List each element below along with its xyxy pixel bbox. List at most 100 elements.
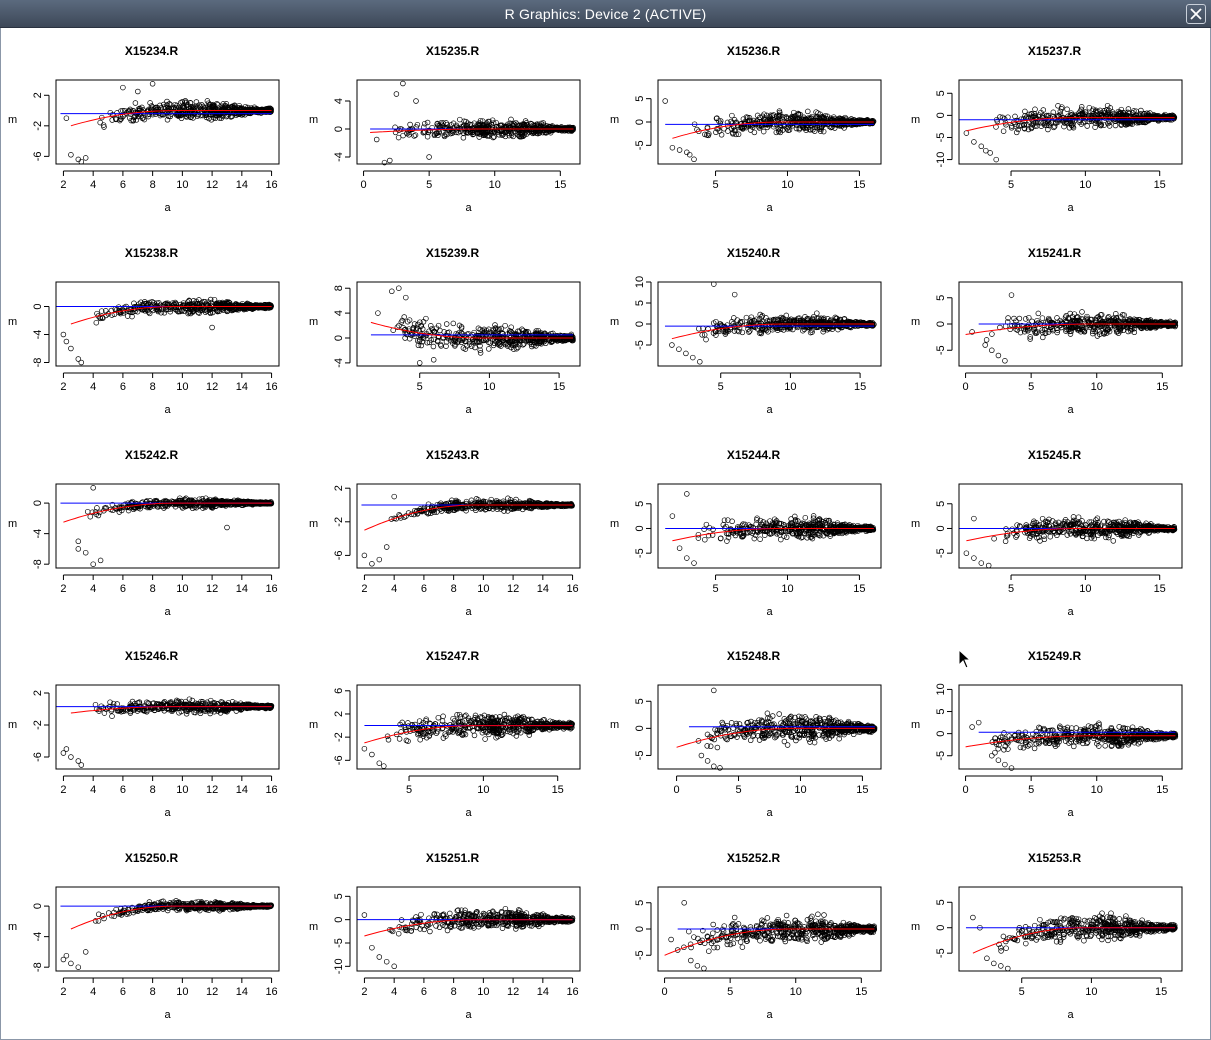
data-point [814, 310, 820, 316]
window-titlebar[interactable]: R Graphics: Device 2 (ACTIVE) [0, 0, 1211, 28]
data-point [515, 328, 521, 335]
data-point [1021, 122, 1028, 128]
outlier-point [731, 291, 738, 298]
data-point [1084, 123, 1090, 129]
data-point [1047, 326, 1053, 333]
data-point [491, 134, 497, 140]
data-point [484, 120, 490, 126]
data-point [206, 103, 213, 110]
data-point [805, 108, 811, 115]
y-axis: -8-40 [32, 303, 50, 367]
scatter-plot: 2 4 6 8 10 12 14 16-6-22 [333, 483, 581, 595]
data-point [769, 324, 776, 331]
data-point [1089, 108, 1096, 114]
data-point [1095, 108, 1101, 115]
data-point [538, 331, 544, 337]
outlier-point [90, 485, 96, 491]
data-point [94, 505, 100, 511]
x-tick-label: 6 [120, 381, 126, 393]
y-tick-label: -10 [935, 152, 947, 168]
y-tick-label: 0 [634, 321, 646, 327]
data-point [214, 308, 221, 315]
x-axis: 2 4 6 8 10 12 14 16 [60, 574, 278, 595]
data-point [1092, 124, 1098, 130]
data-point [1084, 317, 1090, 323]
data-point [1030, 118, 1036, 124]
data-point [1040, 120, 1047, 126]
data-point [197, 307, 203, 314]
data-point [423, 315, 429, 322]
x-axis-label: a [164, 404, 171, 416]
data-point [116, 509, 123, 515]
data-points [63, 81, 274, 165]
data-point [164, 117, 171, 123]
data-point [490, 120, 497, 126]
data-point [810, 127, 816, 133]
data-point [98, 308, 105, 314]
data-point [158, 309, 164, 316]
data-point [1049, 327, 1056, 334]
data-point [496, 326, 503, 333]
outlier-point [120, 84, 126, 91]
y-axis: -505 [935, 295, 953, 355]
data-points [60, 296, 274, 366]
data-point [146, 504, 153, 511]
data-point [1059, 104, 1065, 110]
data-point [702, 131, 708, 138]
data-point [513, 345, 520, 352]
data-point [187, 310, 194, 317]
x-tick-label: 4 [90, 381, 96, 393]
x-tick-label: 2 [60, 583, 66, 595]
data-points [969, 292, 1179, 364]
data-point [407, 121, 413, 128]
plot-frame [958, 281, 1183, 367]
data-point [731, 315, 737, 321]
data-point [415, 342, 422, 349]
data-point [183, 114, 190, 120]
data-point [821, 114, 827, 121]
data-point [731, 328, 738, 334]
y-tick-label: -5 [634, 140, 646, 150]
data-point [424, 339, 431, 346]
data-point [202, 503, 208, 509]
close-button[interactable] [1186, 4, 1206, 24]
outlier-point [669, 342, 675, 348]
data-point [188, 107, 195, 113]
data-point [793, 125, 800, 132]
x-axis: 5 10 15 [718, 372, 866, 393]
data-point [180, 302, 187, 308]
data-point [508, 132, 515, 138]
data-points [373, 80, 577, 166]
y-tick-label: -2 [32, 121, 44, 131]
x-tick-label: 14 [236, 179, 248, 191]
data-point [807, 329, 814, 336]
ma-plot-panel: X15239.R m a 5 10 15 -4 0 4 8 [302, 230, 603, 432]
data-point [115, 304, 122, 310]
y-tick-label: 5 [634, 96, 646, 102]
x-tick-label: 10 [176, 381, 188, 393]
outlier-point [683, 350, 689, 357]
outlier-point [982, 342, 988, 348]
data-point [436, 123, 443, 129]
data-point [506, 123, 512, 129]
data-point [1062, 314, 1069, 320]
outlier-point [662, 98, 668, 104]
data-point [127, 106, 133, 113]
data-point [406, 129, 412, 136]
outlier-point [60, 331, 67, 338]
data-point [1135, 322, 1142, 328]
data-point [205, 100, 212, 106]
data-point [507, 124, 513, 131]
loess-curve [63, 502, 272, 523]
data-point [1021, 118, 1028, 125]
data-point [1097, 122, 1104, 129]
data-point [1129, 326, 1135, 333]
data-point [850, 120, 857, 127]
data-point [499, 330, 506, 336]
data-point [822, 120, 829, 127]
data-point [788, 322, 794, 328]
x-tick-label: 0 [962, 381, 968, 393]
data-point [1112, 317, 1118, 323]
y-tick-label: 5 [935, 295, 947, 301]
x-tick-label: 10 [1079, 179, 1091, 191]
